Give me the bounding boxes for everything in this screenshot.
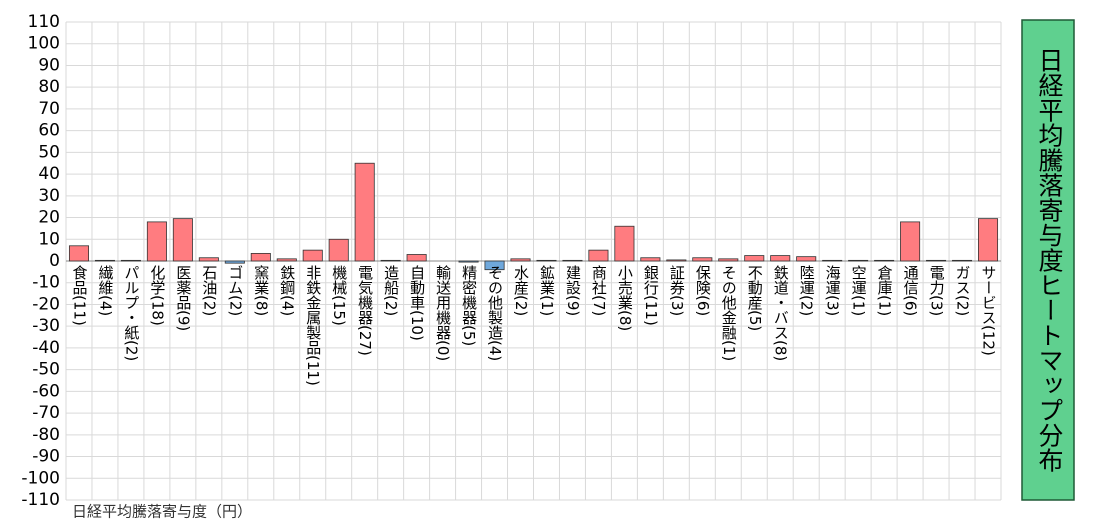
bar <box>146 221 167 262</box>
bar <box>900 221 921 262</box>
x-tick-label: 倉庫(1) <box>876 265 894 316</box>
bar <box>796 256 817 262</box>
bar <box>484 260 505 271</box>
y-tick-label: -50 <box>32 360 60 380</box>
bar <box>718 258 739 262</box>
bar <box>380 259 401 262</box>
x-tick-label: 通信(6) <box>902 265 920 316</box>
x-tick-label: 小売業(8) <box>616 265 634 331</box>
x-tick-label: 石油(2) <box>200 265 218 316</box>
x-tick-label: 電力(3) <box>928 265 946 316</box>
x-tick-label: サービス(12) <box>980 265 998 356</box>
bar <box>614 225 635 262</box>
x-tick-label: パルプ・紙(2) <box>122 265 140 361</box>
x-tick-label: その他製造(4) <box>486 265 504 361</box>
y-tick-label: -30 <box>32 316 60 336</box>
y-tick-label: 20 <box>38 208 60 228</box>
bar <box>94 259 115 262</box>
x-tick-label: 繊維(4) <box>96 265 114 316</box>
y-tick-label: 30 <box>38 186 60 206</box>
bar <box>822 259 843 262</box>
x-tick-label: 陸運(2) <box>798 265 816 316</box>
x-tick-label: 食品(11) <box>70 265 88 326</box>
x-tick-label: 窯業(8) <box>252 264 270 316</box>
x-tick-label: 鉄道・バス(8) <box>772 265 790 361</box>
bar <box>536 259 557 262</box>
x-tick-label: 証券(3) <box>668 265 686 316</box>
bar <box>276 258 297 262</box>
y-axis-title: 日経平均騰落寄与度（円） <box>72 503 252 521</box>
y-tick-label: -90 <box>32 447 60 467</box>
title-box <box>1021 19 1075 501</box>
y-tick-label: -20 <box>32 294 60 314</box>
bar <box>926 259 947 262</box>
y-tick-label: 90 <box>38 55 60 75</box>
bar <box>666 259 687 262</box>
x-tick-label: 鉱業(1) <box>538 264 556 316</box>
bar <box>198 257 219 262</box>
chart-title: 日経平均騰落寄与度ヒートマップ分布 <box>1035 48 1064 473</box>
x-tick-label: 造船(2) <box>382 265 400 316</box>
y-tick-label: -100 <box>21 468 60 488</box>
bar <box>640 257 661 262</box>
x-tick-label: 医薬品(9) <box>174 265 192 331</box>
x-tick-label: 輸送用機器(0) <box>434 265 452 361</box>
y-tick-label: -40 <box>32 338 60 358</box>
y-tick-label: 10 <box>38 229 60 249</box>
x-tick-label: ガス(2) <box>954 265 972 316</box>
y-tick-label: -80 <box>32 425 60 445</box>
bar <box>328 238 349 262</box>
x-tick-label: その他金融(1) <box>720 265 738 361</box>
y-tick-label: 0 <box>49 251 60 271</box>
x-tick-label: 銀行(11) <box>642 265 660 326</box>
x-tick-label: 精密機器(5) <box>460 265 478 346</box>
bar <box>588 249 609 262</box>
bar <box>458 260 479 263</box>
bar <box>692 257 713 262</box>
bar <box>510 258 531 262</box>
bar <box>302 249 323 262</box>
y-tick-label: 40 <box>38 164 60 184</box>
bar <box>848 259 869 262</box>
x-tick-label: 自動車(10) <box>408 265 426 341</box>
x-tick-label: 保険(6) <box>694 265 712 316</box>
bar <box>978 218 999 262</box>
y-tick-label: -70 <box>32 403 60 423</box>
x-tick-label: 水産(2) <box>512 265 530 316</box>
y-tick-label: 110 <box>28 12 60 32</box>
x-tick-label: 海運(3) <box>824 265 842 316</box>
x-tick-label: 商社(7) <box>590 265 608 316</box>
y-tick-label: 70 <box>38 99 60 119</box>
bar <box>744 255 765 262</box>
y-tick-label: -10 <box>32 273 60 293</box>
x-tick-label: 鉄鋼(4) <box>278 265 296 316</box>
y-tick-label: 100 <box>28 34 60 54</box>
y-tick-label: -60 <box>32 381 60 401</box>
bar <box>952 259 973 262</box>
bar <box>406 254 427 262</box>
bar <box>354 162 375 262</box>
x-tick-label: 機械(15) <box>330 265 348 326</box>
bar <box>224 260 245 264</box>
x-tick-label: 非鉄金属製品(11) <box>304 265 322 386</box>
x-tick-label: 電気機器(27) <box>356 265 374 356</box>
x-tick-label: 空運(1) <box>850 265 868 316</box>
x-tick-label: 建設(9) <box>564 265 582 316</box>
bar <box>68 245 89 262</box>
bar <box>172 218 193 262</box>
y-tick-label: 80 <box>38 77 60 97</box>
bar <box>770 255 791 262</box>
x-tick-label: ゴム(2) <box>226 265 244 316</box>
y-tick-label: -110 <box>21 490 60 510</box>
bar <box>120 259 141 262</box>
x-tick-label: 不動産(5) <box>746 265 764 331</box>
bar <box>562 259 583 262</box>
bar <box>874 259 895 262</box>
y-tick-label: 60 <box>38 121 60 141</box>
y-tick-label: 50 <box>38 142 60 162</box>
bar <box>250 252 271 262</box>
x-tick-label: 化学(18) <box>148 265 166 326</box>
